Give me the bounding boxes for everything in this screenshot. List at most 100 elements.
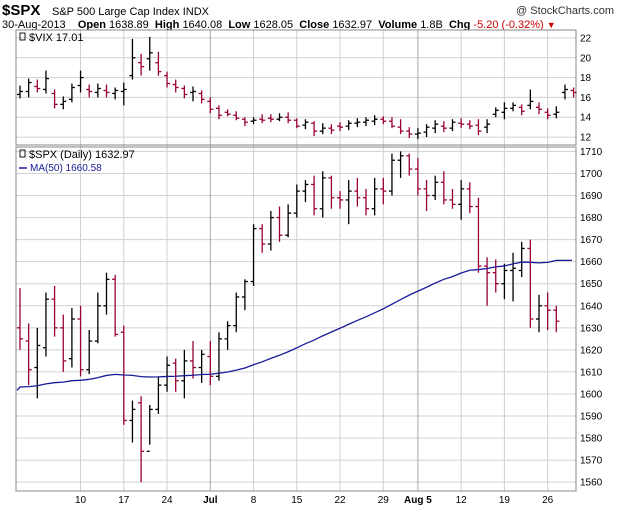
vix-ohlc-bar [51, 89, 58, 109]
vix-ohlc-bar [146, 36, 153, 71]
spx-ohlc-bar [51, 285, 58, 337]
symbol-description: S&P 500 Large Cap Index INDX [52, 6, 209, 18]
spx-y-tick-label: 1690 [580, 191, 603, 202]
spx-ohlc-bar [233, 292, 240, 333]
spx-ohlc-bar [414, 158, 421, 196]
vix-ohlc-bar [224, 109, 231, 117]
spx-ohlc-bar [241, 279, 248, 311]
vix-ohlc-bar [103, 84, 110, 98]
vix-ohlc-bar [293, 118, 300, 129]
vix-ohlc-bar [302, 119, 309, 130]
low-value: 1628.05 [253, 19, 294, 31]
x-tick-label: 26 [542, 495, 554, 506]
spx-ohlc-bar [198, 349, 205, 383]
volume-label: Volume [378, 19, 418, 31]
spx-ohlc-bar [172, 358, 179, 392]
x-tick-label: 10 [75, 495, 87, 506]
spx-ohlc-bar [190, 341, 196, 379]
spx-ohlc-bar [60, 314, 67, 372]
vix-ohlc-bar [241, 117, 248, 127]
x-tick-label: 29 [378, 495, 390, 506]
watermark: @ StockCharts.com [516, 5, 614, 17]
vix-panel-frame [15, 29, 577, 146]
vix-ohlc-bar [155, 51, 162, 76]
vix-ohlc-bar [440, 121, 447, 133]
quote-line: 30-Aug-2013 Open 1638.89 High 1640.08 Lo… [2, 19, 556, 31]
spx-y-tick-label: 1620 [580, 345, 603, 356]
vix-ohlc-bar [267, 114, 274, 123]
ma50-legend: MA(50) 1660.58 [30, 163, 102, 174]
spx-ohlc-bar [406, 153, 413, 176]
x-tick-label: 8 [251, 495, 257, 506]
spx-ohlc-bar [397, 151, 404, 178]
spx-y-tick-label: 1660 [580, 257, 603, 268]
vix-ohlc-bar [458, 118, 465, 129]
x-tick-label: 24 [161, 495, 173, 506]
spx-ohlc-bar [319, 171, 326, 218]
spx-ohlc-bar [302, 180, 309, 203]
spx-ohlc-bar [449, 188, 456, 209]
spx-ohlc-bar [527, 239, 534, 328]
spx-panel-frame [15, 146, 577, 492]
spx-ohlc-bar [155, 376, 162, 414]
spx-y-tick-label: 1710 [580, 147, 603, 158]
ma50-line [16, 259, 572, 391]
spx-ohlc-bar [492, 259, 499, 293]
vix-ohlc-bar [345, 120, 352, 131]
spx-ohlc-bar [267, 210, 274, 251]
spx-ohlc-bar [536, 294, 542, 333]
vix-ohlc-bar [25, 78, 32, 98]
spx-y-tick-label: 1630 [580, 323, 603, 334]
vix-ohlc-bar [388, 117, 395, 129]
vix-ohlc-bar [371, 115, 378, 126]
change-value: -5.20 (-0.32%) [473, 19, 544, 31]
vix-ohlc-bar [406, 127, 413, 139]
spx-y-tick-label: 1610 [580, 367, 603, 378]
vix-ohlc-bar [129, 38, 136, 80]
vix-ohlc-bar [561, 84, 568, 100]
low-label: Low [228, 19, 251, 31]
vix-legend: $VIX 17.01 [29, 32, 83, 44]
spx-ohlc-bar [17, 288, 23, 350]
vix-ohlc-bar [34, 79, 41, 93]
spx-ohlc-bar [25, 323, 32, 386]
high-label: High [154, 19, 180, 31]
index-name: S&P 500 Large Cap Index [52, 6, 180, 18]
vix-ohlc-bar [311, 121, 318, 137]
vix-ohlc-bar [432, 120, 439, 134]
spx-ohlc-bar [371, 177, 378, 216]
spx-ohlc-bar [34, 327, 41, 399]
vix-ohlc-bar [77, 70, 84, 93]
spx-ohlc-bar [103, 272, 110, 315]
spx-y-tick-label: 1560 [580, 478, 603, 489]
vix-ohlc-bar [544, 108, 551, 120]
spx-ohlc-bar [250, 224, 257, 286]
spx-ohlc-bar [259, 224, 266, 253]
vix-ohlc-bar [414, 128, 421, 140]
vix-ohlc-bar [42, 70, 49, 94]
vix-ohlc-bar [363, 117, 369, 127]
vix-y-tick-label: 20 [580, 53, 592, 64]
vix-y-tick-label: 22 [580, 33, 592, 44]
vix-ohlc-bar [181, 85, 188, 99]
x-tick-label: Aug 5 [404, 495, 432, 506]
exchange-label: INDX [182, 6, 209, 18]
vix-ohlc-bar [250, 117, 257, 125]
vix-ohlc-bar [164, 71, 171, 88]
vix-ohlc-bar [138, 53, 145, 76]
spx-ohlc-bar [510, 252, 517, 302]
spx-ohlc-bar [77, 305, 84, 377]
spx-ohlc-bar [328, 175, 335, 209]
down-arrow-icon: ▼ [546, 20, 556, 30]
close-label: Close [299, 19, 330, 31]
vix-ohlc-bar [354, 118, 361, 128]
x-tick-label: 12 [456, 495, 468, 506]
spx-ohlc-bar [311, 175, 318, 216]
vix-ohlc-bar [337, 122, 344, 132]
vix-ohlc-bar [466, 120, 473, 130]
spx-ohlc-bar [458, 180, 465, 220]
spx-ohlc-bar [440, 171, 447, 205]
vix-ohlc-bar [94, 83, 101, 98]
vix-ohlc-bar [233, 111, 240, 121]
